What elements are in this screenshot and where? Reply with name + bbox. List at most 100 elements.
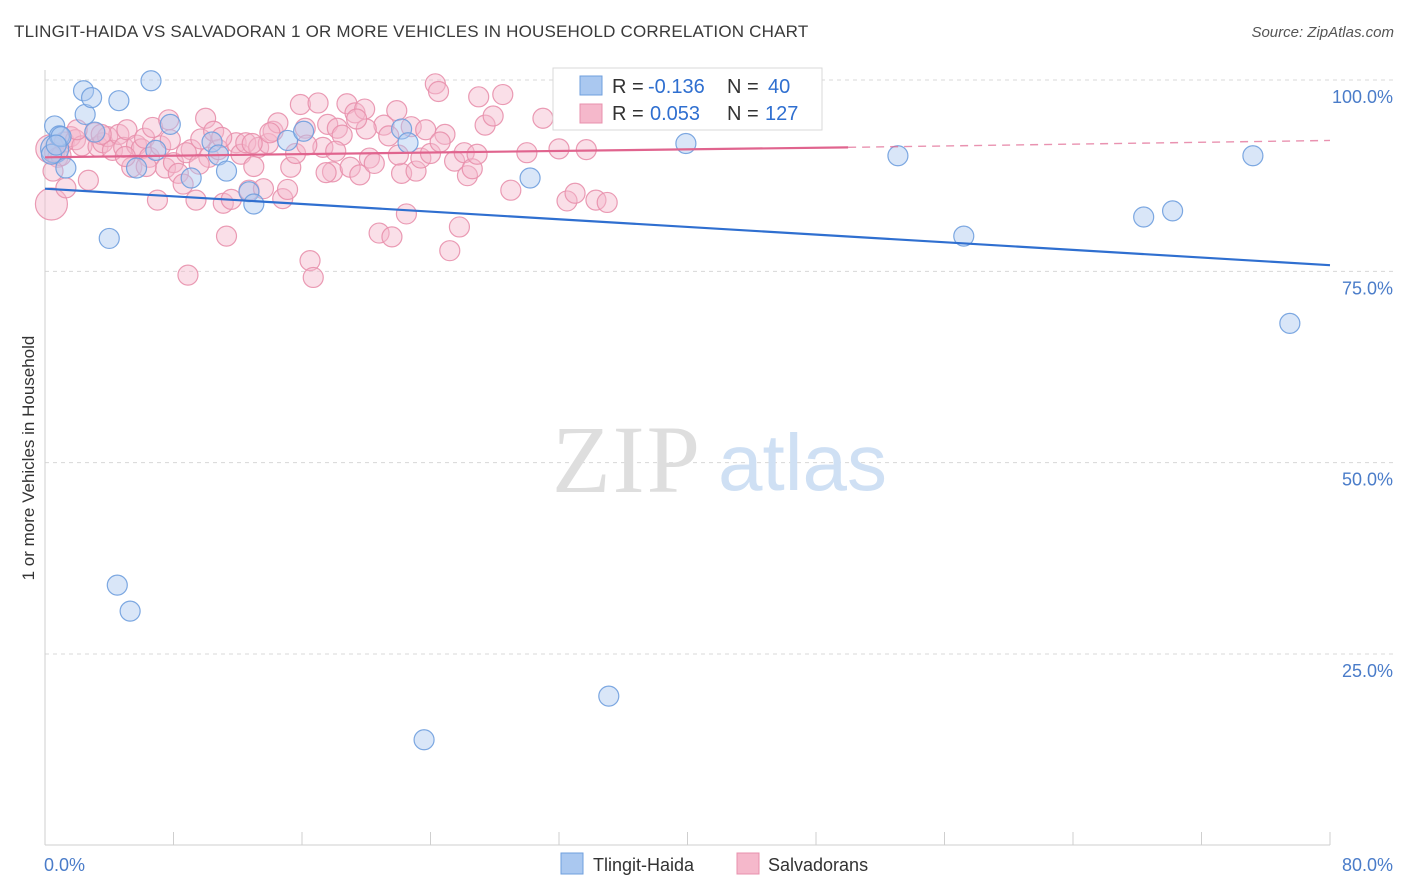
tlingit-haida-point-21 [293, 120, 315, 142]
salvadorans-point-24 [146, 189, 169, 211]
tlingit-haida-point-35 [413, 729, 435, 751]
tlingit-haida-point-14 [180, 167, 202, 189]
salvadorans-point-58 [299, 250, 321, 272]
salvadorans-point-53 [276, 178, 299, 201]
salvadorans-point-63 [321, 161, 344, 183]
salvadorans-point-66 [336, 93, 358, 115]
tlingit-haida-point-20 [276, 129, 299, 152]
tlingit-haida-point-27 [887, 145, 909, 167]
series-legend: Tlingit-Haida Salvadorans [560, 852, 868, 875]
legend-r-label-2: R = [612, 103, 644, 125]
bottom-legend-swatch-pink [736, 852, 760, 875]
legend-n-value-2: 127 [765, 103, 798, 125]
tlingit-haida-point-34 [119, 600, 141, 622]
watermark-zip: ZIP [552, 406, 702, 513]
salvadorans-point-33 [185, 189, 207, 211]
salvadorans-point-124 [315, 162, 337, 184]
salvadorans-point-126 [466, 143, 488, 165]
tlingit-haida-trend-line [44, 187, 1331, 267]
salvadorans-point-73 [368, 222, 390, 244]
trend-lines [44, 139, 1331, 267]
salvadorans-point-81 [405, 160, 427, 182]
tlingit-haida-point-6 [80, 87, 103, 109]
salvadorans-point-95 [474, 114, 496, 136]
salvadorans-point-117 [325, 140, 347, 162]
salvadorans-point-76 [381, 226, 403, 248]
salvadorans-point-125 [346, 108, 368, 130]
salvadorans-point-114 [241, 132, 263, 155]
x-ticks [44, 832, 1331, 845]
x-tick-label-1: 80.0% [1342, 855, 1393, 875]
salvadorans-trend-extension [848, 139, 1331, 149]
salvadorans-point-5 [55, 177, 77, 199]
y-tick-label-0: 100.0% [1332, 87, 1393, 107]
tlingit-haida-point-13 [159, 113, 181, 135]
salvadorans-point-99 [516, 142, 538, 164]
bottom-legend-label-tlingit-haida: Tlingit-Haida [593, 855, 695, 875]
salvadorans-point-103 [564, 182, 586, 204]
tlingit-haida-point-15 [201, 131, 223, 153]
tlingit-haida-point-22 [390, 118, 413, 140]
salvadorans-point-98 [500, 179, 522, 201]
legend-n-value-1: 40 [768, 76, 790, 98]
tlingit-haida-point-28 [953, 225, 975, 247]
legend-n-label-1: N = [727, 76, 759, 98]
salvadorans-point-44 [235, 132, 257, 154]
watermark-atlas: atlas [718, 418, 887, 507]
salvadorans-point-96 [482, 105, 504, 127]
salvadorans-point-100 [532, 107, 554, 129]
x-tick-labels: 0.0% 80.0% [44, 855, 1393, 875]
salvadorans-point-123 [188, 153, 210, 175]
salvadorans-point-102 [556, 190, 578, 212]
salvadorans-point-9 [77, 169, 99, 191]
tlingit-haida-point-7 [84, 121, 106, 143]
tlingit-haida-point-12 [145, 139, 167, 162]
salvadorans-point-61 [312, 136, 334, 158]
y-tick-label-2: 50.0% [1342, 470, 1393, 490]
tlingit-haida-point-33 [106, 574, 128, 596]
y-tick-labels: 100.0% 75.0% 50.0% 25.0% [1332, 87, 1393, 681]
salvadorans-point-113 [211, 126, 233, 148]
legend-r-value-1: -0.136 [648, 76, 705, 98]
salvadorans-trend-line [44, 146, 849, 159]
bottom-legend-swatch-blue [560, 852, 584, 875]
salvadorans-point-74 [373, 114, 395, 136]
salvadorans-point-65 [331, 124, 353, 146]
salvadorans-point-90 [448, 216, 471, 238]
salvadorans-point-17 [116, 119, 138, 141]
salvadorans-point-75 [378, 125, 400, 147]
legend-swatch-pink [579, 103, 603, 124]
tlingit-haida-point-8 [98, 227, 120, 250]
salvadorans-point-121 [42, 160, 64, 182]
salvadorans-point-79 [395, 203, 418, 225]
legend-r-value-2: 0.053 [650, 103, 700, 125]
tlingit-haida-point-32 [1279, 312, 1301, 334]
salvadorans-point-60 [307, 92, 329, 114]
salvadorans-point-88 [439, 240, 461, 262]
salvadorans-point-86 [427, 80, 450, 103]
tlingit-haida-point-36 [598, 685, 620, 707]
tlingit-haida-point-29 [1242, 145, 1264, 167]
y-tick-label-3: 25.0% [1342, 661, 1393, 681]
tlingit-haida-point-1 [44, 115, 66, 137]
salvadorans-point-115 [259, 122, 281, 144]
legend-r-label-1: R = [612, 76, 644, 98]
tlingit-haida-point-31 [1161, 200, 1184, 222]
tlingit-haida-point-30 [1133, 206, 1155, 228]
source-label: Source: ZipAtlas.com [1251, 24, 1394, 41]
x-tick-label-0: 0.0% [44, 855, 85, 875]
salvadorans-point-46 [243, 155, 265, 178]
tlingit-haida-point-39 [45, 134, 67, 156]
salvadorans-point-77 [386, 100, 408, 122]
correlation-legend: R = -0.136 N = 40 R = 0.053 N = 127 [552, 67, 823, 131]
salvadorans-point-101 [548, 138, 570, 160]
chart-title: TLINGIT-HAIDA VS SALVADORAN 1 OR MORE VE… [14, 22, 809, 41]
tlingit-haida-point-23 [397, 132, 419, 154]
salvadorans-point-97 [492, 83, 514, 106]
legend-n-label-2: N = [727, 103, 759, 125]
y-tick-label-1: 75.0% [1342, 278, 1393, 298]
tlingit-haida-point-17 [215, 160, 238, 182]
salvadorans-point-31 [177, 264, 199, 286]
salvadorans-point-56 [289, 93, 311, 116]
